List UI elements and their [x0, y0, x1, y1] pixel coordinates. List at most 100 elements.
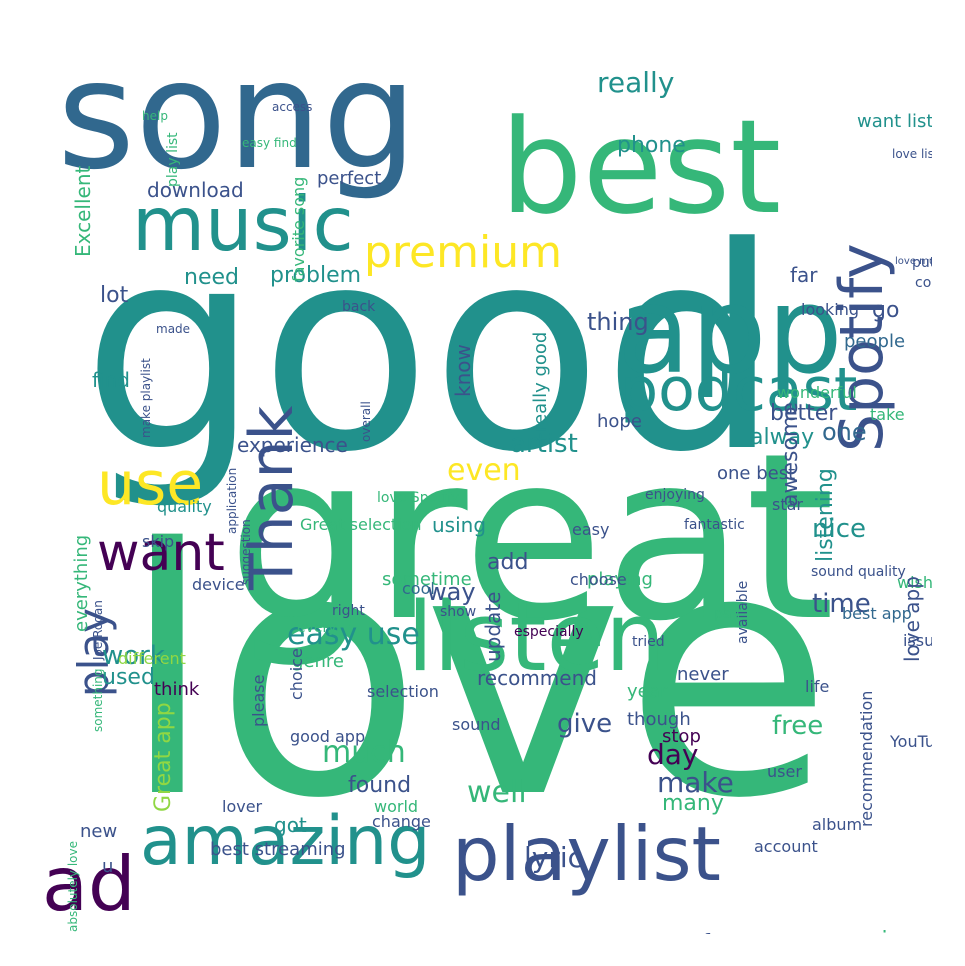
- cloud-word: easy use: [287, 617, 420, 652]
- cloud-word: need: [184, 265, 239, 290]
- cloud-word: want: [97, 523, 225, 583]
- cloud-word: please: [249, 675, 268, 727]
- cloud-word: tried: [632, 634, 665, 650]
- cloud-word: download: [147, 178, 244, 202]
- cloud-word: alway: [750, 425, 814, 450]
- cloud-word: access: [272, 100, 312, 114]
- cloud-word: want listen: [857, 111, 932, 132]
- cloud-word: even: [447, 453, 521, 488]
- cloud-word: genre: [292, 651, 344, 672]
- cloud-word: people: [844, 331, 905, 352]
- cloud-word: go: [872, 298, 899, 323]
- cloud-word: make: [657, 766, 734, 799]
- cloud-word: problem: [270, 263, 361, 288]
- cloud-word: feature: [702, 931, 781, 934]
- cloud-word: fantastic: [684, 517, 745, 533]
- cloud-word: really good: [530, 332, 551, 432]
- cloud-word: love much: [895, 256, 932, 267]
- cloud-word: nice: [812, 514, 866, 544]
- cloud-word: enjoying: [645, 487, 705, 503]
- cloud-word: sometime: [382, 569, 472, 590]
- cloud-word: well: [467, 775, 527, 810]
- cloud-word: Great app: [151, 702, 176, 812]
- cloud-word: far: [790, 263, 818, 287]
- cloud-word: Spotify: [827, 243, 897, 452]
- cloud-word: still: [210, 933, 245, 934]
- cloud-word: time: [812, 589, 871, 619]
- cloud-word: choose: [570, 570, 627, 589]
- cloud-word: application: [225, 468, 239, 534]
- cloud-word: hope: [597, 411, 642, 432]
- cloud-word: help: [142, 109, 168, 123]
- cloud-word: thing: [587, 308, 649, 336]
- cloud-word: using: [432, 513, 486, 537]
- cloud-word: play: [69, 608, 118, 697]
- cloud-word: world: [374, 797, 418, 816]
- cloud-word: come: [915, 275, 932, 291]
- cloud-word: use: [97, 449, 203, 519]
- cloud-word: way: [427, 578, 476, 606]
- cloud-word: update: [481, 592, 505, 662]
- cloud-word: change: [372, 812, 431, 831]
- cloud-word: listening: [813, 468, 838, 562]
- cloud-word: amazing: [140, 802, 430, 881]
- cloud-word: everything: [71, 535, 92, 632]
- cloud-word: something: [91, 668, 105, 732]
- cloud-word: skip: [142, 532, 174, 551]
- cloud-word: think: [154, 679, 200, 700]
- cloud-word: right: [332, 603, 365, 619]
- cloud-word: easy find: [242, 136, 297, 150]
- cloud-word: YouTube: [889, 732, 932, 751]
- cloud-word: one: [822, 418, 867, 446]
- cloud-word: awesome: [778, 402, 803, 507]
- cloud-word: playing: [587, 569, 653, 590]
- cloud-word: many: [662, 791, 724, 816]
- cloud-word: different: [118, 649, 186, 668]
- cloud-word: suggestion: [239, 519, 253, 585]
- cloud-word: never: [677, 664, 729, 685]
- cloud-word: add: [487, 550, 528, 575]
- cloud-word: work: [102, 641, 165, 671]
- cloud-word: listen: [407, 583, 665, 693]
- cloud-word: perfect: [317, 168, 381, 189]
- cloud-word: experience: [237, 433, 348, 457]
- cloud-word: favorite song: [289, 177, 308, 282]
- cloud-word: especially: [514, 624, 584, 640]
- cloud-word: pay: [714, 606, 740, 622]
- cloud-word: good: [82, 188, 780, 514]
- cloud-word: playlist: [452, 810, 721, 898]
- cloud-word: great: [227, 405, 835, 672]
- cloud-word: one best: [717, 463, 795, 484]
- cloud-word: love Spotify: [377, 490, 460, 506]
- cloud-word: good app: [290, 727, 365, 746]
- cloud-word: issue: [903, 631, 932, 650]
- cloud-word: love: [120, 477, 833, 873]
- cloud-word: sound quality: [811, 564, 906, 580]
- cloud-word: much: [322, 735, 406, 770]
- cloud-word: song: [57, 32, 417, 203]
- cloud-word: find: [92, 368, 130, 392]
- word-cloud-frame: love good great song best app music listen playl…: [32, 32, 932, 934]
- cloud-word: know: [451, 344, 475, 397]
- cloud-word: easy: [572, 520, 609, 539]
- cloud-word: star: [772, 495, 803, 514]
- cloud-word: every: [297, 620, 337, 636]
- cloud-word: Excellent: [71, 165, 95, 257]
- cloud-word: overall: [359, 401, 373, 442]
- cloud-word: put: [912, 255, 932, 271]
- cloud-word: u: [102, 856, 113, 877]
- cloud-word: lover: [222, 797, 263, 816]
- cloud-word: app: [617, 262, 843, 401]
- cloud-word: premium: [364, 227, 562, 278]
- cloud-word: user: [767, 762, 802, 781]
- cloud-word: account: [754, 837, 818, 856]
- cloud-word: made: [156, 322, 190, 336]
- cloud-word: make playlist: [139, 358, 153, 438]
- cloud-word: lyric: [524, 841, 583, 874]
- cloud-word: day: [647, 738, 699, 771]
- cloud-word: lot: [100, 283, 129, 308]
- cloud-word: got: [274, 813, 307, 837]
- cloud-word: album: [812, 815, 862, 834]
